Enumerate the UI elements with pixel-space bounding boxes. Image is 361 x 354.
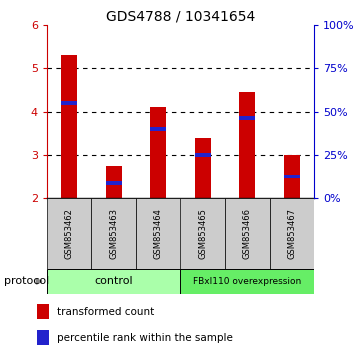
Text: GSM853465: GSM853465 [198,208,207,259]
Text: percentile rank within the sample: percentile rank within the sample [57,333,233,343]
Text: GSM853467: GSM853467 [287,208,296,259]
Bar [38,330,49,345]
Bar [270,198,314,269]
Bar [47,198,91,269]
Bar [106,181,122,185]
Bar [180,198,225,269]
Bar [239,116,255,120]
Text: GSM853463: GSM853463 [109,208,118,259]
Text: GSM853466: GSM853466 [243,208,252,259]
Bar [136,198,180,269]
Bar [91,198,136,269]
Bar [195,138,210,198]
Bar [151,127,166,131]
Bar [180,269,314,294]
Text: FBxl110 overexpression: FBxl110 overexpression [193,277,301,286]
Text: transformed count: transformed count [57,307,155,317]
Bar [151,107,166,198]
Bar [106,166,122,198]
Text: control: control [95,276,133,286]
Bar [38,304,49,319]
Bar [61,55,77,198]
Bar [284,175,300,178]
Bar [47,269,180,294]
Bar [61,101,77,104]
Text: GSM853462: GSM853462 [65,208,74,259]
Text: GSM853464: GSM853464 [154,208,163,259]
Bar [195,153,210,156]
Text: protocol: protocol [4,276,49,286]
Bar [239,92,255,198]
Bar [284,155,300,198]
Title: GDS4788 / 10341654: GDS4788 / 10341654 [106,10,255,24]
Bar [225,198,270,269]
